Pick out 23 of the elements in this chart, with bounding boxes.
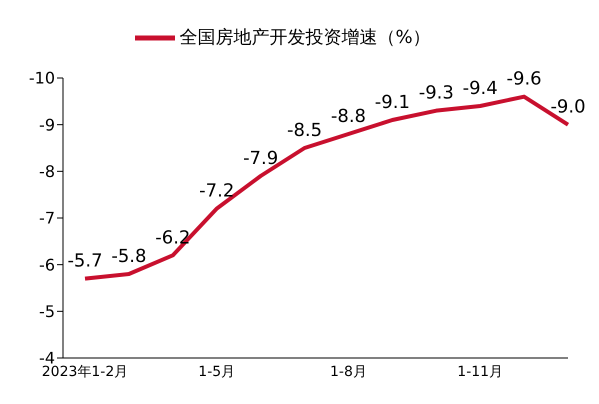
y-tick-label: -5 [39,302,55,322]
y-tick-label: -8 [39,162,55,182]
x-tick-label: 1-8月 [330,364,367,380]
x-tick-label: 2023年1-2月 [42,364,128,380]
y-tick-label: -9 [39,115,55,134]
x-tick-label: 1-11月 [457,364,504,380]
data-label: -5.7 [67,250,103,272]
data-label: -9.3 [418,82,454,104]
y-tick-label: -7 [39,208,55,228]
legend-label: 全国房地产开发投资增速（%） [179,26,431,48]
y-tick-label: -10 [28,68,55,88]
data-label: -9.0 [550,96,586,118]
data-label: -8.5 [286,120,322,141]
data-label: -6.2 [155,227,190,248]
data-label: -5.8 [111,246,146,267]
data-label: -9.4 [462,78,498,99]
data-label: -9.6 [506,68,542,90]
x-tick-label: 1-5月 [198,364,236,380]
data-label: -9.1 [374,92,410,113]
data-label: -7.9 [243,148,278,169]
data-label: -8.8 [330,106,366,127]
data-label: -7.2 [199,180,234,202]
y-tick-label: -6 [39,255,55,274]
